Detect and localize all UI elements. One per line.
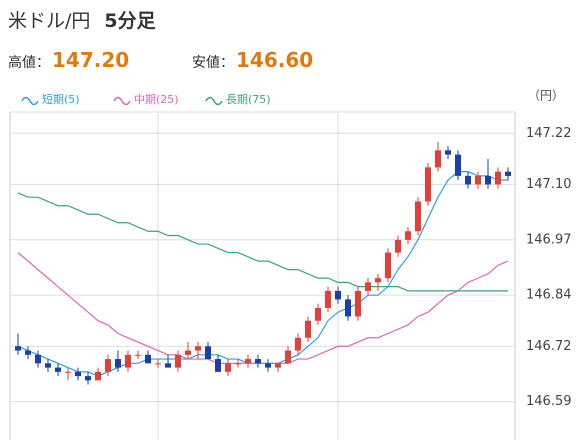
- candle-body: [395, 239, 401, 253]
- legend-icon: [21, 96, 39, 106]
- interval: 5分足: [104, 10, 156, 32]
- candle-body: [445, 150, 451, 155]
- candle-body: [325, 290, 331, 308]
- y-tick-label: 146.97: [526, 232, 572, 247]
- candle-body: [205, 346, 211, 360]
- candle-body: [195, 346, 201, 351]
- ma-line: [17, 171, 508, 377]
- candle-body: [75, 371, 81, 377]
- candle-body: [145, 354, 151, 364]
- candle-body: [295, 337, 301, 351]
- candle-body: [455, 154, 461, 176]
- y-tick-label: 146.72: [526, 339, 572, 354]
- low: 安値： 146.60: [192, 48, 313, 72]
- candle-body: [15, 346, 21, 351]
- y-tick-label: 146.59: [526, 394, 572, 409]
- candle-body: [95, 371, 101, 381]
- ma-line: [17, 192, 508, 292]
- candle-body: [385, 252, 391, 279]
- ma-line: [17, 252, 509, 364]
- legend-icon: [113, 96, 131, 106]
- candle-body: [115, 359, 121, 368]
- candle-body: [495, 171, 501, 185]
- candle-body: [65, 371, 71, 373]
- low-value: 146.60: [236, 48, 314, 72]
- candle-body: [415, 201, 421, 232]
- candle-body: [85, 376, 91, 381]
- candle-body: [165, 363, 171, 368]
- candle-body: [355, 290, 361, 317]
- title-bar: 米ドル/円 5分足: [8, 6, 156, 33]
- candle-body: [55, 367, 61, 372]
- candle-body: [105, 359, 111, 372]
- candle-body: [435, 150, 441, 168]
- y-tick-label: 146.84: [526, 288, 572, 303]
- candle-body: [485, 175, 491, 185]
- candle-body: [25, 350, 31, 355]
- candle-body: [345, 299, 351, 317]
- candle-body: [365, 282, 371, 291]
- legend-label: 長期(75): [226, 93, 271, 106]
- candle-body: [275, 363, 281, 368]
- candle-body: [215, 359, 221, 372]
- candle-body: [125, 354, 131, 368]
- candle-body: [135, 354, 141, 356]
- candle-body: [335, 290, 341, 300]
- candle-body: [175, 354, 181, 368]
- y-unit: （円）: [528, 89, 564, 103]
- pair: 米ドル/円: [8, 10, 91, 32]
- candle-body: [225, 363, 231, 372]
- high: 高値： 147.20: [8, 48, 129, 72]
- candle-body: [405, 231, 411, 240]
- legend-label: 中期(25): [134, 93, 179, 106]
- high-label: 高値：: [8, 55, 50, 71]
- candle-body: [315, 307, 321, 321]
- y-tick-label: 147.22: [526, 126, 572, 141]
- candle-body: [475, 175, 481, 185]
- candle-body: [465, 175, 471, 185]
- candle-body: [285, 350, 291, 364]
- high-value: 147.20: [52, 48, 130, 72]
- candle-body: [505, 171, 511, 176]
- y-tick-label: 147.10: [526, 177, 572, 192]
- candle-body: [375, 278, 381, 283]
- candle-body: [305, 320, 311, 338]
- candle-body: [255, 359, 261, 364]
- low-label: 安値：: [192, 55, 234, 71]
- candle-body: [185, 350, 191, 355]
- candle-body: [45, 363, 51, 368]
- candle-body: [245, 359, 251, 364]
- candle-body: [425, 167, 431, 202]
- candle-body: [265, 363, 271, 368]
- candle-body: [235, 363, 241, 365]
- legend-label: 短期(5): [42, 92, 80, 106]
- candle-body: [155, 363, 161, 365]
- legend-icon: [205, 96, 223, 106]
- candle-body: [35, 354, 41, 364]
